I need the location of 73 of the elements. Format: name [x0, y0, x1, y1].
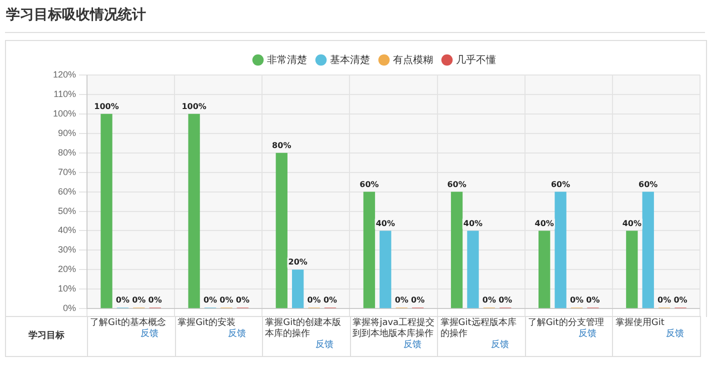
y-tick-label: 60% [58, 186, 76, 196]
y-tick-label: 80% [58, 147, 76, 158]
bar [188, 114, 200, 308]
y-tick-label: 90% [58, 128, 76, 138]
x-tick-label: 掌握Git的安装 [178, 318, 237, 328]
data-label: 0% [116, 296, 130, 305]
bar [380, 230, 392, 308]
bar [626, 230, 638, 308]
y-tick-label: 30% [58, 244, 76, 255]
data-label: 60% [447, 180, 466, 189]
chart-title: 学习目标吸收情况统计 [6, 6, 146, 24]
legend-label: 几乎不懂 [456, 54, 496, 66]
data-label: 0% [307, 296, 321, 305]
legend-label: 基本清楚 [330, 54, 370, 66]
bar [450, 192, 463, 308]
data-label: 0% [482, 296, 496, 305]
y-tick-label: 40% [58, 225, 76, 236]
data-label: 0% [203, 296, 218, 305]
data-label: 80% [272, 140, 292, 150]
y-tick-label: 110% [54, 88, 76, 99]
bar [642, 192, 654, 308]
text: 反馈 [664, 329, 685, 340]
data-label: 0% [411, 296, 425, 305]
text: 反馈 [314, 340, 335, 351]
bar [363, 192, 376, 308]
data-label: 0% [236, 296, 250, 305]
data-label: 40% [534, 218, 554, 228]
data-label: 0% [498, 296, 512, 305]
data-label: 0% [394, 296, 408, 305]
legend-label: 有点模糊 [393, 54, 433, 66]
data-label: 40% [463, 218, 483, 228]
bar [554, 192, 566, 308]
y-tick-label: 10% [58, 284, 76, 294]
data-label: 0% [220, 296, 234, 305]
x-tick-label: 了解Git的基本概念 [90, 318, 168, 328]
data-label: 100% [94, 102, 119, 112]
text: 反馈 [490, 340, 510, 351]
x-tick-label: 掌握将java工程提交到到本地版本库操作 [352, 318, 436, 340]
y-tick-label: 20% [58, 264, 76, 274]
text: 反馈 [402, 340, 422, 351]
data-label: 40% [376, 218, 395, 228]
x-tick-label: 掌握使用Git [615, 318, 666, 329]
data-label: 0% [132, 296, 146, 305]
data-label: 60% [550, 180, 570, 189]
data-label: 0% [323, 296, 338, 305]
data-label: 60% [638, 180, 658, 189]
y-tick-label: 0% [63, 303, 76, 314]
data-label: 0% [570, 296, 584, 305]
x-tick-label: 了解Git的分支管理 [528, 318, 605, 328]
x-axis-title: 学习目标 [6, 316, 88, 356]
y-tick-label: 50% [58, 206, 76, 216]
x-tick-label: 掌握Git的创建本版本库的操作 [265, 318, 342, 340]
bar [100, 114, 112, 308]
text: 反馈 [227, 329, 248, 340]
y-tick-label: 70% [58, 166, 76, 177]
y-tick-label: 100% [52, 108, 76, 118]
x-tick-label: 掌握Git远程版本库的操作 [440, 318, 518, 340]
data-label: 60% [360, 180, 379, 189]
bar [467, 230, 479, 308]
data-label: 20% [288, 258, 308, 267]
y-tick-label: 120% [52, 69, 76, 80]
data-label: 40% [622, 218, 642, 228]
text: 反馈 [577, 329, 598, 340]
bar [276, 152, 288, 308]
data-label: 100% [182, 102, 206, 112]
legend-label: 非常清楚 [267, 54, 307, 66]
data-label: 0% [658, 296, 672, 305]
data-label: 0% [674, 296, 688, 305]
data-label: 0% [148, 296, 162, 305]
data-label: 0% [586, 296, 600, 305]
bar [292, 270, 304, 308]
bar [538, 230, 550, 308]
text: 反馈 [140, 329, 160, 340]
